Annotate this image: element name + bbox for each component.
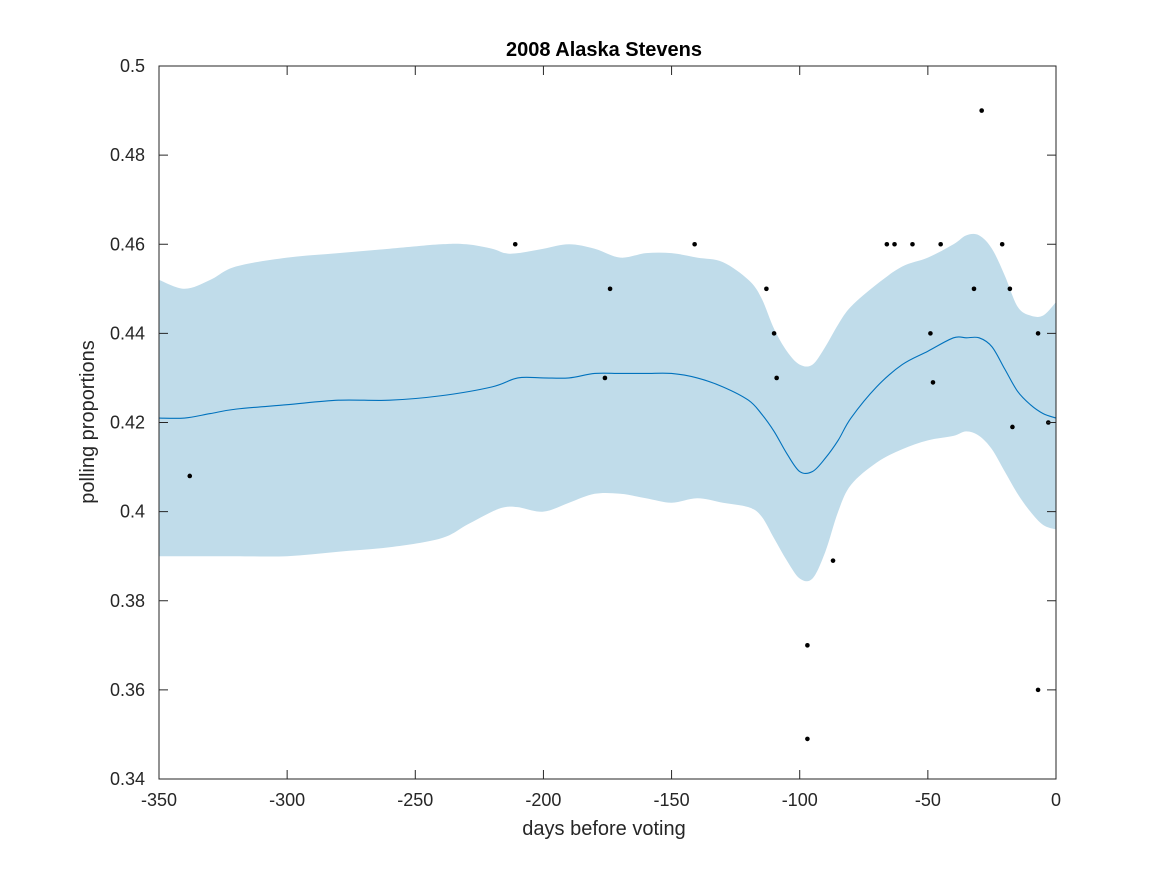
data-point [1010, 424, 1015, 430]
y-tick-label: 0.36 [110, 680, 145, 700]
x-axis-label: days before voting [522, 818, 685, 840]
data-point [771, 331, 777, 336]
data-point [805, 736, 810, 742]
data-point [774, 375, 779, 381]
data-point [884, 241, 890, 247]
data-point [971, 286, 977, 292]
y-tick-label: 0.48 [110, 145, 145, 165]
data-point [910, 241, 915, 247]
data-point [764, 286, 769, 292]
data-point [512, 241, 518, 247]
data-point [830, 558, 836, 563]
y-tick-label: 0.5 [120, 56, 145, 76]
data-point [928, 331, 933, 336]
data-point [979, 108, 984, 113]
data-point [1035, 687, 1041, 693]
data-point [607, 286, 613, 292]
x-tick-label: -350 [141, 790, 177, 810]
y-tick-label: 0.4 [120, 502, 145, 522]
data-point [692, 241, 697, 247]
chart-title: 2008 Alaska Stevens [506, 39, 702, 61]
data-point [938, 241, 943, 247]
data-point [805, 643, 810, 648]
y-tick-label: 0.38 [110, 591, 145, 611]
plot-series-group [159, 108, 1056, 742]
axes: -350 -300 -250 -200 -150 -100 -50 0 0.34 0.36 0.38… [110, 56, 1061, 810]
y-tick-label: 0.42 [110, 413, 145, 433]
data-point [930, 380, 936, 385]
x-tick-label: -150 [654, 790, 690, 810]
x-tick-label: -100 [782, 790, 818, 810]
x-tick-label: -200 [525, 790, 561, 810]
mean-line [159, 336, 1056, 475]
x-tick-label: 0 [1051, 790, 1061, 810]
y-tick-label: 0.44 [110, 323, 145, 343]
y-tick-label: 0.46 [110, 234, 145, 254]
data-point [1035, 331, 1041, 336]
x-tick-label: -300 [269, 790, 305, 810]
y-tick-label: 0.34 [110, 769, 145, 789]
plot-area [159, 108, 1056, 742]
confidence-band [159, 233, 1056, 582]
x-tick-label: -50 [915, 790, 941, 810]
data-point [602, 375, 608, 381]
data-point [892, 241, 897, 247]
data-point [1007, 286, 1013, 292]
data-point [187, 473, 193, 479]
x-tick-label: -250 [397, 790, 433, 810]
data-point [999, 241, 1005, 247]
y-axis-label: polling proportions [77, 340, 99, 503]
